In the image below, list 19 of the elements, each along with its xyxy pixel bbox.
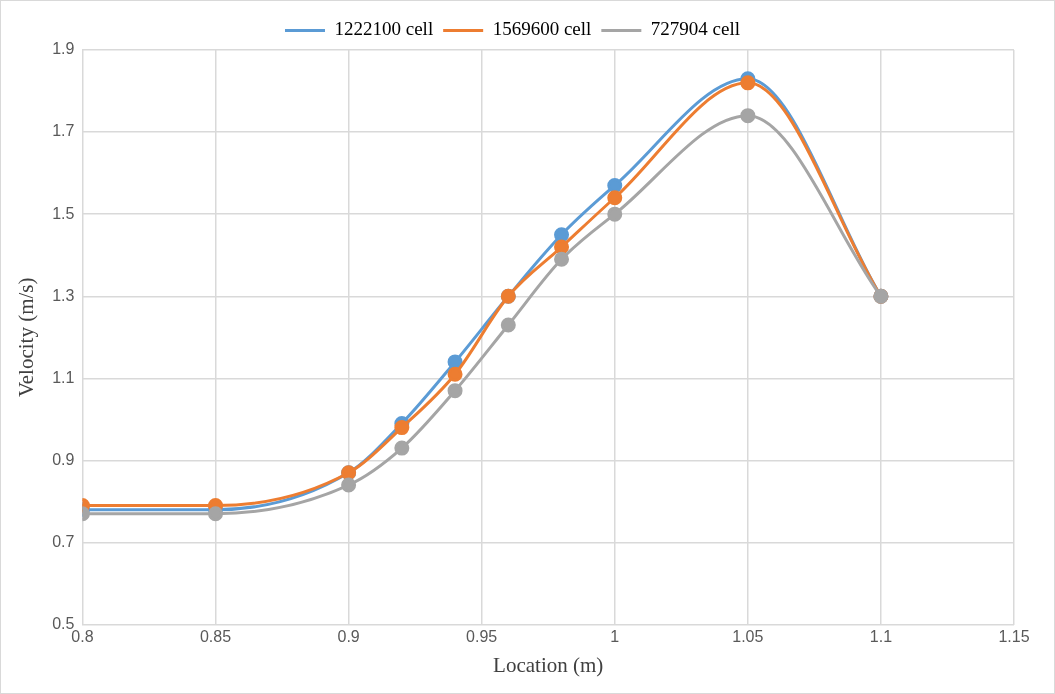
- y-tick-label: 1.1: [52, 368, 75, 386]
- legend-label: 1222100 cell: [334, 18, 434, 40]
- y-tick-label: 1.7: [52, 122, 75, 140]
- x-tick-label: 0.95: [466, 627, 498, 645]
- x-tick-label: 0.9: [337, 627, 360, 645]
- x-axis-title: Location (m): [493, 652, 604, 677]
- y-tick-label: 0.9: [52, 450, 75, 468]
- x-tick-label: 1: [610, 627, 620, 645]
- y-tick-label: 0.7: [52, 532, 75, 550]
- x-tick-label: 0.85: [199, 627, 232, 645]
- x-tick-label: 1.05: [732, 627, 764, 645]
- x-tick-label: 1.1: [869, 627, 893, 645]
- y-axis-title: Velocity (m/s): [14, 277, 39, 398]
- legend-label: 1569600 cell: [492, 18, 592, 40]
- legend-label: 727904 cell: [650, 18, 741, 40]
- x-tick-label: 1.15: [998, 627, 1030, 645]
- y-tick-label: 1.3: [52, 286, 75, 304]
- y-tick-label: 1.9: [52, 40, 75, 58]
- y-tick-label: 1.5: [52, 204, 75, 222]
